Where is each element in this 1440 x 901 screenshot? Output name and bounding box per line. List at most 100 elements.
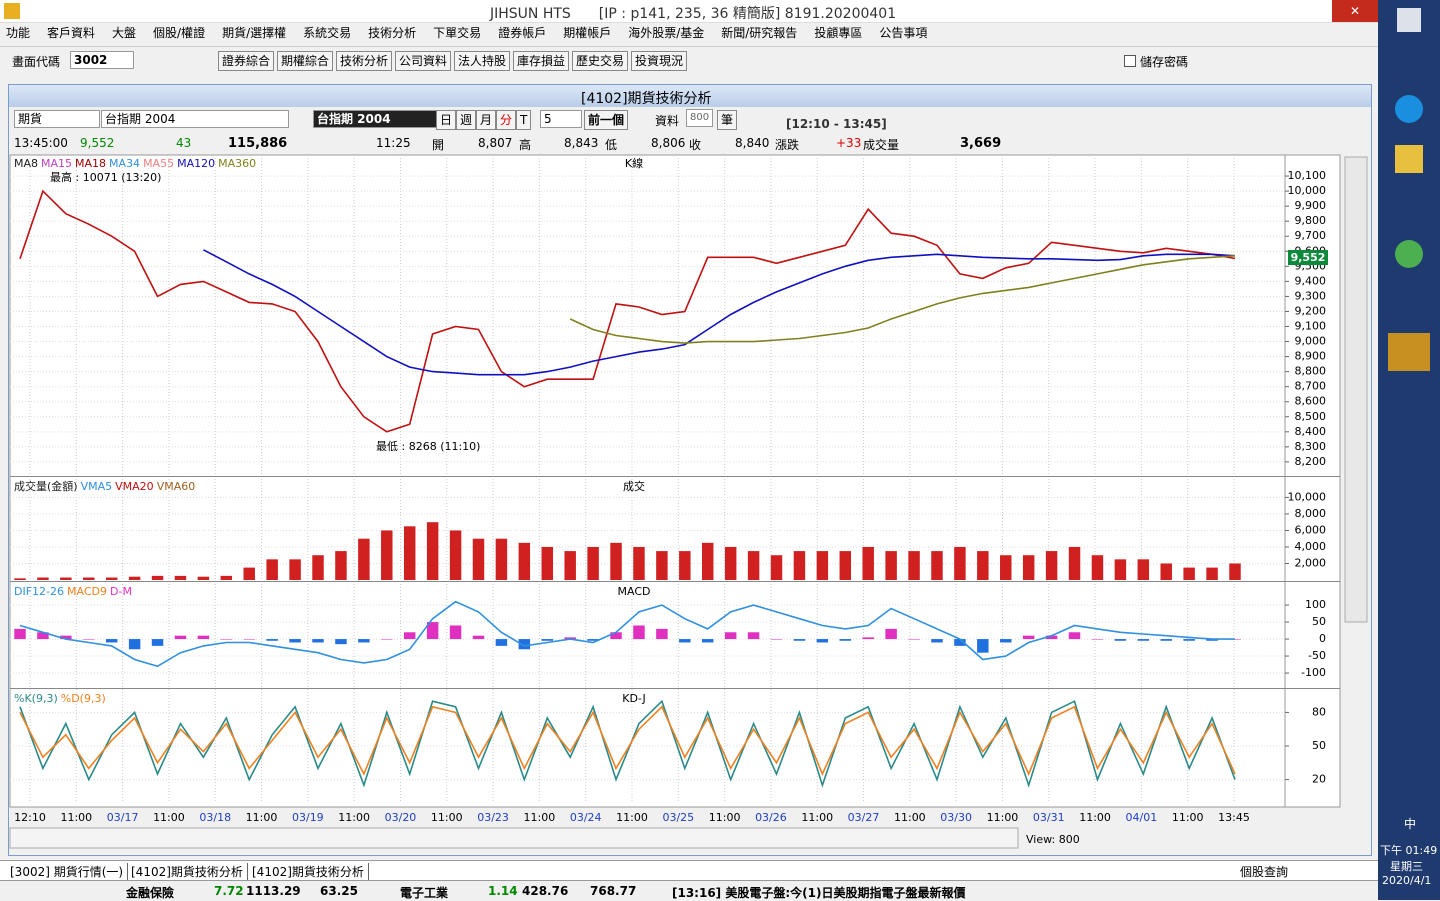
toolbar-button[interactable]: 技術分析 bbox=[336, 51, 393, 71]
bar bbox=[266, 559, 278, 580]
x-tick-label: 11:00 bbox=[801, 811, 833, 824]
toolbar-button[interactable]: 期權綜合 bbox=[277, 51, 334, 71]
tab[interactable]: [3002] 期貨行情(一) bbox=[6, 863, 129, 880]
menu-item[interactable]: 投顧專區 bbox=[814, 26, 863, 40]
period-button[interactable]: 分 bbox=[496, 110, 517, 130]
bar bbox=[197, 635, 210, 640]
bar bbox=[839, 639, 852, 641]
period-button[interactable]: 月 bbox=[476, 110, 497, 130]
toolbar-button[interactable]: 證券綜合 bbox=[218, 51, 275, 71]
y-tick-label: 4,000 bbox=[1295, 540, 1327, 553]
x-tick-label: 11:00 bbox=[1172, 811, 1204, 824]
menu-item[interactable]: 技術分析 bbox=[368, 26, 417, 40]
bar bbox=[403, 632, 416, 640]
bar bbox=[1229, 563, 1241, 580]
tab[interactable]: [4102]期貨技術分析 bbox=[127, 863, 248, 880]
quote-bar-volume: 3,669 bbox=[960, 136, 1002, 151]
bar bbox=[564, 637, 576, 640]
x-tick-label: 11:00 bbox=[616, 811, 648, 824]
interval-select[interactable]: 5 bbox=[540, 110, 582, 128]
legend-item: MACD9 bbox=[67, 585, 107, 598]
menu-item[interactable]: 個股/權證 bbox=[153, 26, 206, 40]
menu-item[interactable]: 系統交易 bbox=[303, 26, 352, 40]
y-tick-label: 9,100 bbox=[1295, 320, 1327, 333]
bar bbox=[220, 639, 233, 640]
bar bbox=[1000, 555, 1012, 580]
x-tick-label: 11:00 bbox=[431, 811, 463, 824]
x-tick-label: 03/27 bbox=[848, 811, 880, 824]
bar bbox=[633, 625, 645, 640]
x-tick-label: 03/30 bbox=[940, 811, 972, 824]
bar bbox=[220, 575, 233, 580]
period-button[interactable]: 週 bbox=[456, 110, 477, 130]
period-button[interactable]: T bbox=[516, 110, 532, 130]
x-tick-label: 11:00 bbox=[524, 811, 556, 824]
bar bbox=[174, 575, 187, 580]
prev-button[interactable]: 前一個 bbox=[584, 110, 629, 130]
ticker-index: 428.76 bbox=[522, 884, 569, 898]
x-tick-label: 11:00 bbox=[338, 811, 370, 824]
bar bbox=[954, 546, 966, 580]
bar bbox=[793, 551, 806, 580]
toolbar-button[interactable]: 庫存損益 bbox=[513, 51, 570, 71]
bar bbox=[724, 632, 737, 640]
y-tick-label: 50 bbox=[1312, 739, 1326, 752]
toolbar-button[interactable]: 法人持股 bbox=[454, 51, 511, 71]
app-icon bbox=[4, 3, 20, 19]
ticker-change: 7.72 bbox=[214, 884, 244, 898]
app-icon[interactable] bbox=[1395, 95, 1423, 123]
period-button[interactable]: 日 bbox=[436, 110, 457, 130]
toolbar-button[interactable]: 歷史交易 bbox=[572, 51, 629, 71]
ime: 中 bbox=[1404, 817, 1417, 831]
data-unit[interactable]: 筆 bbox=[717, 110, 738, 130]
bar bbox=[1114, 559, 1127, 580]
bar bbox=[14, 578, 26, 580]
bar bbox=[1045, 635, 1058, 640]
bar bbox=[37, 632, 49, 640]
toolbar-button[interactable]: 投資現況 bbox=[631, 51, 688, 71]
toolbar-button[interactable]: 公司資料 bbox=[395, 51, 452, 71]
menu-item[interactable]: 期貨/選擇權 bbox=[222, 26, 287, 40]
tab[interactable]: [4102]期貨技術分析 bbox=[248, 863, 369, 880]
y-tick-label: 6,000 bbox=[1295, 523, 1327, 536]
menu-item[interactable]: 期權帳戶 bbox=[563, 26, 612, 40]
ticker-name: 電子工業 bbox=[400, 886, 449, 900]
menu-item[interactable]: 海外股票/基金 bbox=[628, 26, 705, 40]
y-tick-label: 8,400 bbox=[1295, 425, 1327, 438]
menu-item[interactable]: 新聞/研究報告 bbox=[721, 26, 798, 40]
product-select[interactable]: 台指期 2004 bbox=[101, 110, 289, 128]
x-tick-label: 03/19 bbox=[292, 811, 324, 824]
checkbox[interactable] bbox=[1124, 55, 1136, 67]
series-line bbox=[19, 600, 1235, 668]
view-count: View: 800 bbox=[1026, 833, 1080, 846]
quote-open-label: 開 bbox=[432, 138, 445, 152]
app-icon[interactable] bbox=[1395, 240, 1423, 268]
menu-item[interactable]: 下單交易 bbox=[433, 26, 482, 40]
menu-item[interactable]: 客戶資料 bbox=[47, 26, 96, 40]
y-tick-label: 2,000 bbox=[1295, 556, 1327, 569]
product-name: 台指期 2004 bbox=[313, 110, 437, 128]
bar bbox=[495, 538, 508, 580]
quote-open: 8,807 bbox=[478, 136, 513, 150]
ticker-amount: 63.25 bbox=[320, 884, 358, 898]
menu-item[interactable]: 證券帳戶 bbox=[498, 26, 547, 40]
market-select[interactable]: 期貨 bbox=[14, 110, 100, 128]
bar bbox=[1137, 559, 1150, 580]
bar bbox=[977, 639, 989, 653]
menu-item[interactable]: 功能 bbox=[6, 26, 31, 40]
start-icon[interactable] bbox=[1397, 8, 1421, 32]
bar bbox=[977, 551, 989, 580]
app-icon[interactable] bbox=[1388, 333, 1430, 371]
close-button[interactable]: ✕ bbox=[1332, 0, 1378, 22]
scrollbar[interactable] bbox=[9, 827, 1019, 849]
bar bbox=[564, 551, 576, 580]
drawing-tools[interactable] bbox=[1344, 156, 1368, 623]
session: [12:10 - 13:45] bbox=[786, 117, 887, 131]
menu-item[interactable]: 大盤 bbox=[112, 26, 137, 40]
y-tick-label: 10,000 bbox=[1288, 490, 1327, 503]
toolbar: 畫面代碼 3002 證券綜合 期權綜合 技術分析 公司資料 法人持股 庫存損益 歷史交易 投資… bbox=[0, 46, 1378, 75]
ticker-amount: 768.77 bbox=[590, 884, 637, 898]
menu-item[interactable]: 公告事項 bbox=[879, 26, 928, 40]
app-icon[interactable] bbox=[1395, 145, 1423, 173]
code-input[interactable]: 3002 bbox=[70, 51, 134, 69]
